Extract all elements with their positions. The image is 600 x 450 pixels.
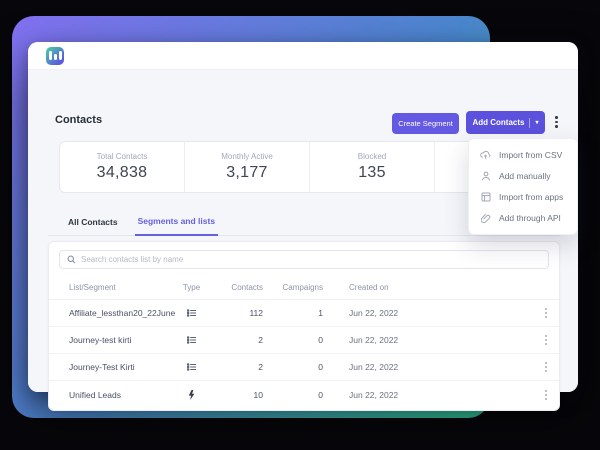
menu-item-import-apps[interactable]: Import from apps bbox=[469, 186, 577, 207]
table-row[interactable]: Unified Leads 10 0 Jun 22, 2022 bbox=[49, 381, 559, 408]
col-created-on: Created on bbox=[349, 283, 389, 292]
menu-item-add-api[interactable]: Add through API bbox=[469, 207, 577, 228]
upload-cloud-icon bbox=[480, 150, 491, 160]
contacts-count: 2 bbox=[258, 335, 263, 345]
table-row[interactable]: Journey-Test Kirti 2 0 Jun 22, 2022 bbox=[49, 354, 559, 381]
list-type-icon bbox=[169, 335, 214, 345]
contacts-count: 2 bbox=[258, 362, 263, 372]
stat-label: Total Contacts bbox=[96, 152, 148, 161]
segment-name[interactable]: Journey-Test Kirti bbox=[69, 362, 135, 372]
segment-name[interactable]: Unified Leads bbox=[69, 389, 121, 400]
segments-list-panel: List/Segment Type Contacts Campaigns Cre… bbox=[48, 241, 560, 411]
contacts-count: 112 bbox=[249, 308, 263, 318]
stat-label: Monthly Active bbox=[221, 152, 273, 161]
apps-icon bbox=[480, 192, 491, 202]
col-type: Type bbox=[182, 283, 201, 292]
segment-name[interactable]: Journey-test kirti bbox=[69, 335, 132, 345]
table-row[interactable]: Journey-test kirti 2 0 Jun 22, 2022 bbox=[49, 327, 559, 354]
created-date: Jun 22, 2022 bbox=[349, 362, 399, 372]
col-contacts: Contacts bbox=[231, 283, 263, 292]
campaigns-count: 0 bbox=[318, 389, 323, 400]
table-header-row: List/Segment Type Contacts Campaigns Cre… bbox=[49, 276, 559, 300]
page-title: Contacts bbox=[55, 114, 103, 126]
tab-all-contacts[interactable]: All Contacts bbox=[68, 217, 118, 227]
create-segment-button[interactable]: Create Segment bbox=[392, 113, 459, 134]
table-row[interactable]: Affiliate_lessthan20_22June 112 1 Jun 22… bbox=[49, 300, 559, 327]
search-field[interactable] bbox=[59, 250, 549, 269]
row-overflow-menu-icon[interactable] bbox=[545, 308, 547, 318]
row-overflow-menu-icon[interactable] bbox=[545, 389, 547, 400]
tab-segments-and-lists[interactable]: Segments and lists bbox=[134, 216, 219, 236]
button-divider bbox=[529, 117, 531, 128]
segment-name[interactable]: Affiliate_lessthan20_22June bbox=[69, 308, 176, 318]
menu-item-label: Import from apps bbox=[499, 191, 564, 202]
stat-hidden-by-dropdown bbox=[434, 142, 559, 192]
created-date: Jun 22, 2022 bbox=[349, 335, 399, 345]
stat-value: 34,838 bbox=[96, 164, 148, 181]
menu-item-add-manually[interactable]: Add manually bbox=[469, 165, 577, 186]
add-contacts-button[interactable]: Add Contacts ▾ bbox=[466, 111, 545, 134]
campaigns-count: 0 bbox=[318, 335, 323, 345]
search-icon bbox=[67, 255, 76, 264]
stat-value: 135 bbox=[358, 164, 386, 181]
row-overflow-menu-icon[interactable] bbox=[545, 362, 547, 372]
menu-item-label: Add through API bbox=[499, 212, 561, 223]
col-list-segment: List/Segment bbox=[69, 283, 116, 292]
menu-item-label: Import from CSV bbox=[499, 149, 563, 160]
stat-blocked: Blocked 135 bbox=[309, 142, 434, 192]
user-icon bbox=[480, 171, 491, 181]
col-campaigns: Campaigns bbox=[282, 283, 323, 292]
app-logo-icon[interactable] bbox=[46, 46, 64, 65]
stat-label: Blocked bbox=[357, 152, 387, 161]
api-link-icon bbox=[480, 213, 491, 223]
menu-item-label: Add manually bbox=[499, 170, 551, 181]
search-input[interactable] bbox=[81, 255, 548, 264]
contacts-app-window: Contacts Create Segment Add Contacts ▾ T… bbox=[28, 42, 578, 411]
list-type-icon bbox=[169, 308, 214, 318]
stat-monthly-active: Monthly Active 3,177 bbox=[184, 142, 309, 192]
menu-item-import-csv[interactable]: Import from CSV bbox=[469, 144, 577, 165]
window-topbar bbox=[28, 42, 578, 70]
tabs-bar: All Contacts Segments and lists bbox=[48, 210, 560, 236]
stat-total-contacts: Total Contacts 34,838 bbox=[60, 142, 184, 192]
row-overflow-menu-icon[interactable] bbox=[545, 335, 547, 345]
add-contacts-dropdown-menu: Import from CSV Add manually Import from… bbox=[468, 138, 578, 235]
chevron-down-icon[interactable]: ▾ bbox=[535, 120, 539, 126]
created-date: Jun 22, 2022 bbox=[349, 308, 399, 318]
campaigns-count: 1 bbox=[318, 308, 323, 318]
header-overflow-menu-icon[interactable] bbox=[555, 116, 558, 128]
created-date: Jun 22, 2022 bbox=[349, 389, 399, 400]
contacts-count: 10 bbox=[253, 389, 263, 400]
campaigns-count: 0 bbox=[318, 362, 323, 372]
list-type-icon bbox=[169, 362, 214, 372]
add-contacts-label: Add Contacts bbox=[472, 118, 525, 127]
app-body: Contacts Create Segment Add Contacts ▾ T… bbox=[28, 70, 578, 411]
flag-type-icon bbox=[169, 389, 214, 400]
stat-value: 3,177 bbox=[226, 164, 268, 181]
